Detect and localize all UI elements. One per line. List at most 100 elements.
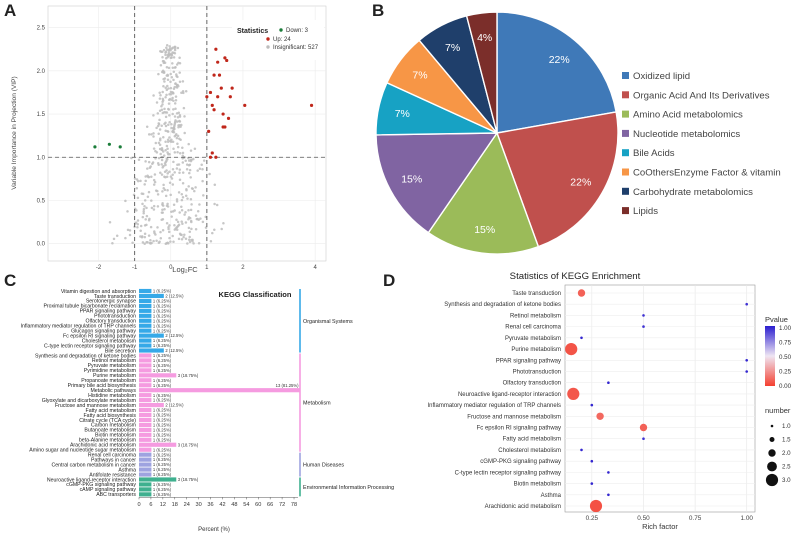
insignificant-point xyxy=(173,135,177,138)
pie-legend-swatch xyxy=(622,187,629,195)
kegg-category-label: Glyoxylate and dicarboxylate metabolism xyxy=(42,398,136,404)
volcano-legend-title: Statistics xyxy=(237,28,268,35)
insignificant-point xyxy=(190,227,193,231)
insignificant-point xyxy=(164,86,167,89)
insignificant-point xyxy=(157,156,161,160)
insignificant-point xyxy=(172,99,175,103)
insignificant-point xyxy=(187,226,191,230)
insignificant-point xyxy=(143,205,146,208)
kegg-bar xyxy=(139,412,152,418)
insignificant-point xyxy=(144,218,147,221)
insignificant-point xyxy=(189,198,193,201)
insignificant-point xyxy=(194,214,198,217)
number-legend-dot xyxy=(770,424,774,428)
pie-legend-label: Bile Acids xyxy=(633,148,675,159)
kegg-category-label: Fc epsilon RI signaling pathway xyxy=(63,333,136,339)
insignificant-point xyxy=(145,125,149,128)
insignificant-point xyxy=(168,121,171,124)
insignificant-point xyxy=(157,141,161,145)
kegg-bar xyxy=(139,358,152,363)
insignificant-point xyxy=(196,210,200,213)
pie-value-label: 7% xyxy=(445,42,460,54)
up-point xyxy=(210,103,214,108)
insignificant-point xyxy=(166,147,169,150)
kegg-bar xyxy=(139,398,152,403)
kegg-x-tick: 42 xyxy=(219,502,225,508)
insignificant-point xyxy=(184,221,188,224)
pie-legend-label: CoOthersEnzyme Factor & vitamin xyxy=(633,168,781,179)
insignificant-point xyxy=(175,63,179,66)
insignificant-point xyxy=(143,242,146,245)
insignificant-point xyxy=(181,171,185,174)
enrichment-point xyxy=(590,459,594,463)
insignificant-point xyxy=(166,158,169,161)
insignificant-point xyxy=(184,211,187,214)
insignificant-point xyxy=(178,56,181,59)
insignificant-point xyxy=(164,194,168,198)
kegg-x-tick: 60 xyxy=(255,502,261,508)
insignificant-point xyxy=(164,124,168,128)
pie-value-label: 22% xyxy=(570,176,591,188)
insignificant-point xyxy=(162,154,166,157)
number-legend-label: 2.0 xyxy=(782,450,791,457)
insignificant-point xyxy=(172,147,175,150)
kegg-bar-label: 2 (12.5%) xyxy=(165,348,184,353)
insignificant-point xyxy=(152,183,156,186)
up-point xyxy=(217,73,222,77)
kegg-bar-label: 1 (6.25%) xyxy=(153,289,172,294)
enrichment-point xyxy=(590,482,594,485)
insignificant-point xyxy=(177,125,180,129)
insignificant-point xyxy=(161,208,164,212)
insignificant-point xyxy=(169,140,173,144)
insignificant-point xyxy=(166,151,169,154)
insignificant-point xyxy=(152,135,155,138)
insignificant-point xyxy=(170,177,174,180)
insignificant-point xyxy=(184,89,188,93)
insignificant-point xyxy=(155,239,158,243)
insignificant-point xyxy=(180,208,184,212)
insignificant-point xyxy=(152,208,156,211)
up-point xyxy=(207,129,211,133)
enrichment-point xyxy=(745,302,748,306)
legend-insignificant-label: Insignificant: 527 xyxy=(273,45,319,51)
kegg-bar-label: 1 (6.25%) xyxy=(153,413,172,418)
kegg-bars: Vitamin digestion and absorption 1 (6.25%… xyxy=(21,289,301,498)
insignificant-point xyxy=(195,217,199,221)
insignificant-point xyxy=(163,110,166,114)
pie-value-label: 15% xyxy=(401,174,422,186)
enrichment-category-label: Neuroactive ligand-receptor interaction xyxy=(458,392,561,398)
kegg-bar xyxy=(139,303,152,308)
enrichment-plot-area xyxy=(564,284,756,513)
up-point xyxy=(219,86,223,90)
enrichment-category-label: PPAR signaling pathway xyxy=(496,358,561,364)
pie-value-label: 15% xyxy=(474,224,495,236)
up-point xyxy=(208,90,213,95)
enrichment-point xyxy=(590,403,594,407)
insignificant-point xyxy=(166,48,169,51)
kegg-bar xyxy=(139,298,152,303)
kegg-bar-label: 1 (6.25%) xyxy=(153,378,172,383)
volcano-x-tick: -1 xyxy=(132,265,138,271)
insignificant-point xyxy=(169,56,172,60)
pie-legend-swatch xyxy=(622,207,629,215)
kegg-bar-label: 2 (12.5%) xyxy=(165,403,184,408)
insignificant-point xyxy=(170,126,173,130)
kegg-category-label: ABC transporters xyxy=(96,492,136,498)
insignificant-point xyxy=(204,215,207,219)
insignificant-point xyxy=(186,197,189,200)
insignificant-point xyxy=(157,123,161,126)
kegg-bar-label: 1 (6.25%) xyxy=(153,432,172,437)
insignificant-point xyxy=(188,171,191,175)
kegg-category-label: Purine metabolism xyxy=(93,373,136,379)
kegg-x-tick: 36 xyxy=(207,502,213,508)
enrichment-x-tick: 0.75 xyxy=(689,515,702,522)
insignificant-point xyxy=(166,140,170,144)
insignificant-point xyxy=(134,221,138,224)
insignificant-point xyxy=(152,132,155,135)
kegg-category-label: Central carbon metabolism in cancer xyxy=(52,462,137,468)
insignificant-point xyxy=(190,158,193,162)
kegg-bar xyxy=(139,343,152,348)
insignificant-point xyxy=(168,224,171,227)
kegg-x-axis: 0 6 12 18 24 30 36 42 48 54 60 66 72 78 xyxy=(137,497,298,508)
insignificant-point xyxy=(167,123,170,126)
